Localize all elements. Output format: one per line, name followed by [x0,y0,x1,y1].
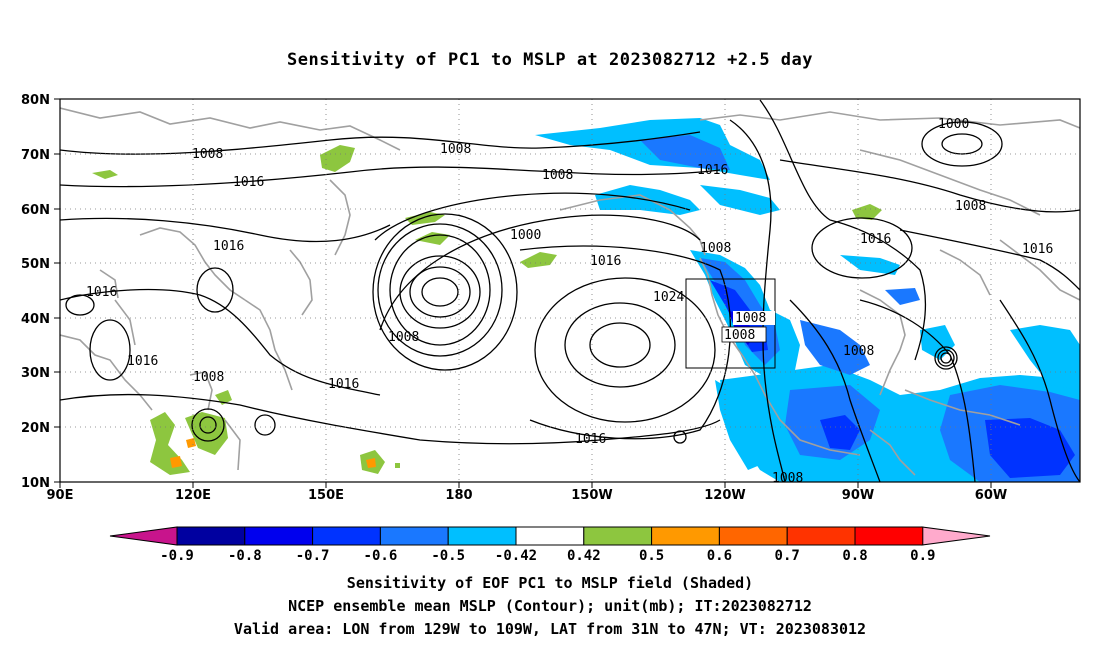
contour-label: 1008 [700,241,731,256]
colorbar-tick-label: -0.42 [495,548,537,564]
lon-label: 120W [704,488,745,503]
contour-label: 1016 [590,254,621,269]
lat-label: 50N [21,257,50,272]
colorbar-tick-label: -0.8 [228,548,262,564]
colorbar-tick-label: -0.7 [296,548,330,564]
contour-label: 1008 [735,311,766,326]
colorbar-tick-label: -0.6 [364,548,398,564]
contour-label: 1008 [843,344,874,359]
colorbar-swatch [176,526,246,546]
contour-label: 1024 [653,290,684,305]
graticule [60,99,1080,482]
colorbar-swatch [379,526,449,546]
caption-contour: NCEP ensemble mean MSLP (Contour); unit(… [288,597,812,615]
longitude-labels: 90E 120E 150E 180 150W 120W 90W 60W [47,488,1008,503]
lat-label: 30N [21,366,50,381]
colorbar-swatch [515,526,585,546]
contour-label: 1008 [440,142,471,157]
colorbar-swatch [718,526,788,546]
contour-label: 1016 [213,239,244,254]
contour-label: 1008 [724,328,755,343]
lat-label: 70N [21,148,50,163]
colorbar-swatch [583,526,653,546]
colorbar-tick-label: 0.6 [707,548,732,564]
colorbar-swatch [854,526,924,546]
contour-label: 1016 [127,354,158,369]
contour-label: 1016 [860,232,891,247]
contour-label: 1016 [86,285,117,300]
colorbar-tick-label: 0.8 [842,548,867,564]
colorbar-tick-label: 0.9 [910,548,935,564]
colorbar-tick-label: 0.42 [567,548,601,564]
lon-label: 90W [842,488,874,503]
colorbar-swatch [244,526,314,546]
contour-label: 1008 [193,370,224,385]
contour-label: 1008 [772,471,803,486]
caption-valid-area: Valid area: LON from 129W to 109W, LAT f… [233,620,867,638]
colorbar-swatch [786,526,856,546]
lon-label: 150E [308,488,344,503]
lat-label: 40N [21,312,50,327]
contour-label: 1000 [938,117,969,132]
lon-label: 150W [571,488,612,503]
colorbar-tick-label: 0.5 [639,548,664,564]
latitude-labels: 80N 70N 60N 50N 40N 30N 20N 10N [21,93,50,491]
colorbar-swatch [447,526,517,546]
contour-labels: 1008 1008 1008 1016 1016 1016 1016 1016 … [86,117,1053,486]
mslp-contours [60,99,1080,482]
map-frame [59,98,1081,483]
contour-label: 1016 [575,432,606,447]
contour-label: 1008 [955,199,986,214]
contour-label: 1016 [328,377,359,392]
lon-label: 90E [47,488,74,503]
colorbar-swatch [312,526,381,546]
colorbar-tick-label: -0.9 [160,548,194,564]
colorbar-left-arrow [109,526,178,546]
contour-label: 1008 [388,330,419,345]
map-title: Sensitivity of PC1 to MSLP at 2023082712… [286,50,813,70]
contour-label: 1008 [192,147,223,162]
lon-label: 60W [975,488,1007,503]
contour-label: 1016 [233,175,264,190]
contour-label: 1000 [510,228,541,243]
colorbar-tick-label: -0.5 [431,548,465,564]
contour-label: 1016 [697,163,728,178]
caption-shaded: Sensitivity of EOF PC1 to MSLP field (Sh… [346,574,754,592]
lat-label: 80N [21,93,50,108]
lat-label: 60N [21,203,50,218]
contour-label: 1008 [542,168,573,183]
lat-label: 20N [21,421,50,436]
lat-label: 10N [21,476,50,491]
colorbar-tick-label: 0.7 [775,548,800,564]
contour-label: 1016 [1022,242,1053,257]
lon-label: 120E [175,488,211,503]
colorbar-swatch [651,526,720,546]
lon-label: 180 [445,488,472,503]
tick-marks [54,98,992,488]
colorbar: -0.9 -0.8 -0.7 -0.6 -0.5 -0.42 0.42 0.5 0.6 0.7 0.… [109,526,991,564]
colorbar-right-arrow [921,526,991,546]
